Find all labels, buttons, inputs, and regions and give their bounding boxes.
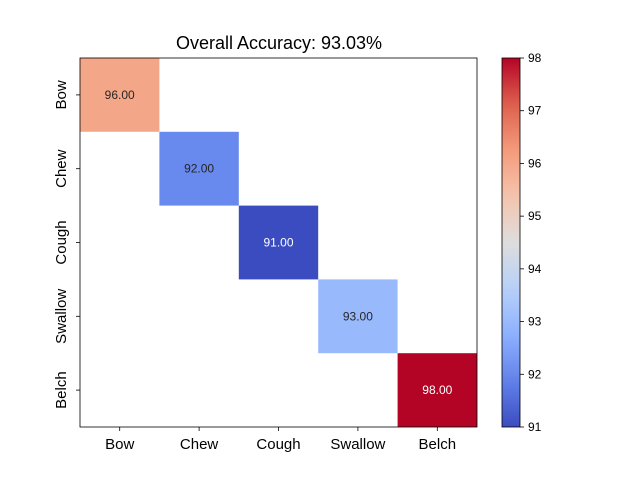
heatmap-cells: 96.00 92.00 91.00 93.00 98.00 — [80, 58, 477, 427]
colorbar-axis: 91 92 93 94 95 96 97 98 — [520, 51, 542, 434]
cell-value-label: 91.00 — [263, 236, 293, 250]
cell-value-label: 93.00 — [343, 309, 373, 323]
y-tick-label: Chew — [53, 149, 70, 188]
x-tick-label: Cough — [256, 436, 300, 453]
colorbar-tick-label: 91 — [528, 420, 542, 434]
colorbar-tick-label: 98 — [528, 51, 542, 65]
cell-value-label: 92.00 — [184, 162, 214, 176]
heatmap-cell — [397, 353, 477, 427]
chart-title: Overall Accuracy: 93.03% — [176, 33, 382, 53]
x-tick-label: Swallow — [330, 436, 385, 453]
colorbar-tick-label: 97 — [528, 104, 542, 118]
heatmap-cell — [238, 205, 319, 280]
x-tick-label: Belch — [419, 436, 457, 453]
colorbar — [501, 57, 521, 428]
y-tick-label: Cough — [53, 220, 70, 264]
heatmap-cell — [318, 279, 398, 354]
heatmap-cell — [80, 58, 160, 132]
cell-value-label: 98.00 — [422, 383, 452, 397]
colorbar-tick-label: 94 — [528, 262, 542, 276]
cell-value-label: 96.00 — [105, 88, 135, 102]
x-tick-label: Chew — [180, 436, 219, 453]
y-tick-label: Belch — [53, 371, 70, 409]
colorbar-tick-label: 96 — [528, 156, 542, 170]
y-axis: Bow Chew Cough Swallow Belch — [53, 80, 80, 409]
y-tick-label: Bow — [53, 80, 70, 109]
colorbar-tick-label: 93 — [528, 315, 542, 329]
heatmap-cell — [159, 131, 239, 206]
colorbar-tick-label: 95 — [528, 209, 542, 223]
y-tick-label: Swallow — [53, 289, 70, 344]
colorbar-tick-label: 92 — [528, 367, 542, 381]
x-axis: Bow Chew Cough Swallow Belch — [105, 427, 456, 453]
x-tick-label: Bow — [105, 436, 134, 453]
